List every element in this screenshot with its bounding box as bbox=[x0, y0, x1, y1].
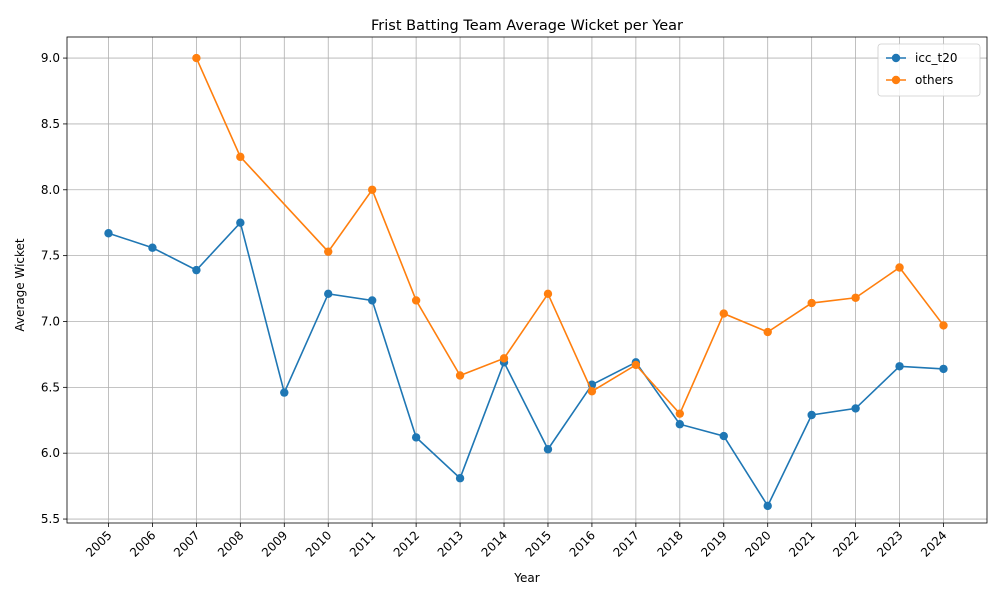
y-tick-label: 6.5 bbox=[41, 380, 60, 394]
data-point bbox=[499, 354, 509, 363]
data-point bbox=[939, 321, 948, 330]
data-point bbox=[324, 289, 333, 299]
data-point bbox=[587, 387, 597, 396]
data-point bbox=[895, 263, 904, 272]
data-point bbox=[719, 431, 728, 441]
data-point bbox=[192, 265, 201, 275]
legend-label: others bbox=[915, 73, 953, 87]
data-point bbox=[675, 420, 685, 429]
y-tick-label: 5.5 bbox=[41, 512, 60, 526]
legend-swatch-marker bbox=[891, 53, 901, 63]
data-point bbox=[895, 362, 904, 371]
data-point bbox=[763, 501, 772, 511]
data-point bbox=[543, 445, 553, 454]
data-point bbox=[367, 185, 377, 194]
data-point bbox=[236, 152, 245, 162]
y-tick-label: 7.0 bbox=[41, 314, 60, 328]
data-point bbox=[411, 296, 421, 305]
data-point bbox=[192, 53, 201, 63]
x-axis-title: Year bbox=[513, 571, 539, 585]
data-point bbox=[807, 410, 816, 420]
y-axis-title: Average Wicket bbox=[13, 238, 27, 332]
data-point bbox=[807, 298, 816, 308]
data-point bbox=[324, 247, 333, 256]
data-point bbox=[851, 404, 860, 413]
data-point bbox=[543, 289, 553, 299]
legend-label: icc_t20 bbox=[915, 51, 958, 65]
data-point bbox=[455, 474, 465, 483]
plot-frame bbox=[66, 36, 988, 524]
series-line bbox=[108, 221, 944, 508]
legend-swatch-marker bbox=[891, 75, 901, 85]
series-others bbox=[192, 53, 948, 418]
y-tick-label: 8.5 bbox=[41, 117, 60, 131]
series-layer bbox=[104, 53, 948, 511]
legend-box bbox=[877, 43, 981, 97]
data-point bbox=[939, 364, 948, 374]
data-point bbox=[280, 388, 289, 397]
data-point bbox=[763, 327, 772, 337]
data-point bbox=[236, 218, 245, 227]
data-point bbox=[631, 360, 641, 370]
data-point bbox=[148, 243, 157, 252]
y-tick-label: 9.0 bbox=[41, 51, 60, 65]
y-tick-label: 6.0 bbox=[41, 446, 60, 460]
data-point bbox=[851, 293, 860, 302]
data-point bbox=[455, 371, 465, 380]
series-icc-t20 bbox=[104, 218, 948, 511]
chart-title: Frist Batting Team Average Wicket per Ye… bbox=[371, 18, 683, 34]
data-point bbox=[367, 296, 377, 305]
data-point bbox=[104, 229, 113, 238]
y-tick-label: 7.5 bbox=[41, 249, 60, 263]
data-point bbox=[411, 433, 421, 442]
data-point bbox=[719, 309, 728, 318]
y-tick-label: 8.0 bbox=[41, 183, 60, 197]
grid-lines bbox=[67, 37, 987, 523]
data-point bbox=[675, 409, 685, 418]
